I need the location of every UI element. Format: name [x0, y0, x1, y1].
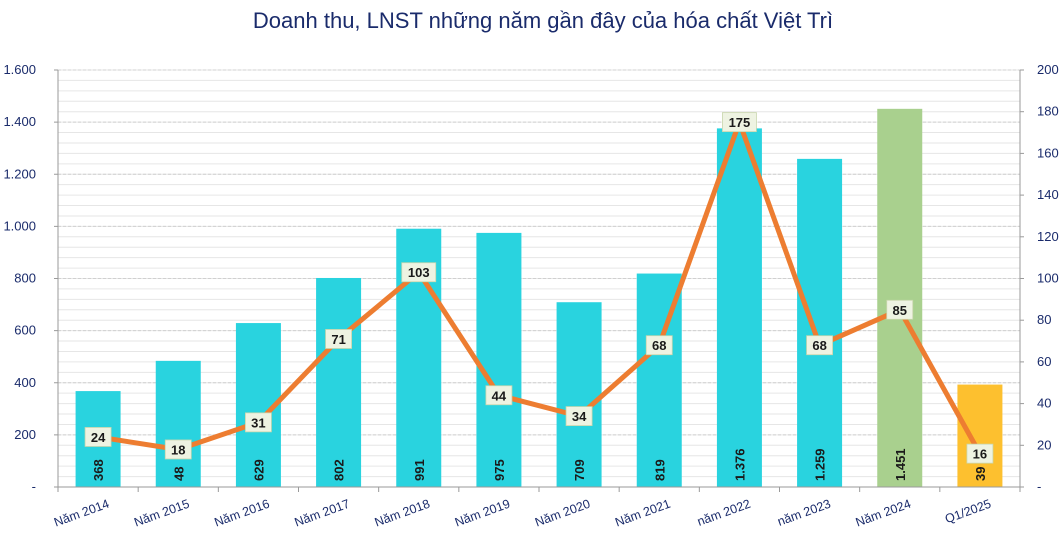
gridlines	[58, 69, 1020, 488]
x-tick-label: Năm 2015	[132, 497, 191, 530]
right-tick-label: 140	[1037, 187, 1059, 202]
left-tick-label: 1.600	[3, 62, 36, 77]
profit-label-text: 68	[812, 338, 826, 353]
left-tick-label: 600	[14, 323, 36, 338]
right-tick-label: 80	[1037, 312, 1051, 327]
profit-label-box	[966, 443, 994, 464]
bar-value-label: 1.259	[813, 448, 828, 481]
profit-value-label: 71	[325, 329, 352, 349]
right-tick-label: -	[1037, 479, 1041, 494]
bar-value-label: 48	[171, 467, 186, 481]
profit-label-text: 44	[492, 388, 507, 403]
bar-value-label: 975	[492, 459, 507, 481]
x-tick-label: Năm 2016	[212, 497, 271, 530]
bar-value-label: 1.451	[893, 448, 908, 481]
profit-label-text: 31	[251, 415, 265, 430]
bar-value-label: 991	[412, 459, 427, 481]
left-tick-label: 200	[14, 427, 36, 442]
revenue-bar	[957, 384, 1003, 487]
x-tick-label: Năm 2017	[293, 497, 352, 530]
left-tick-label: -	[32, 479, 36, 494]
profit-label-box	[401, 262, 437, 283]
bar-value-label: 709	[572, 459, 587, 481]
bar-value-label: 39	[973, 467, 988, 481]
profit-value-label: 68	[645, 335, 673, 356]
x-tick-label: Năm 2019	[453, 497, 512, 530]
profit-label-text: 68	[652, 338, 666, 353]
data-labels: 368 48 629 802 991 975 709 819 1.376 1.259 1.451 39…	[84, 112, 994, 481]
profit-label-text: 24	[91, 430, 106, 445]
right-tick-label: 60	[1037, 354, 1051, 369]
profit-value-label: 18	[164, 439, 192, 460]
bar-value-label: 629	[251, 459, 266, 481]
profit-label-text: 103	[408, 265, 430, 280]
x-tick-label: Năm 2014	[52, 497, 111, 530]
x-tick-label: Năm 2020	[533, 497, 592, 530]
profit-label-box	[886, 299, 914, 320]
revenue-bars	[75, 108, 1003, 488]
right-tick-label: 20	[1037, 437, 1051, 452]
profit-label-text: 18	[171, 442, 185, 457]
profit-label-text: 16	[973, 447, 987, 462]
right-tick-label: 160	[1037, 145, 1059, 160]
profit-label-box	[164, 439, 192, 460]
left-tick-label: 1.400	[3, 114, 36, 129]
revenue-bar	[877, 108, 923, 487]
profit-value-label: 68	[806, 335, 833, 356]
profit-line	[95, 119, 983, 457]
right-tick-label: 40	[1037, 396, 1051, 411]
revenue-bar	[716, 128, 762, 487]
profit-label-text: 34	[572, 409, 587, 424]
bar-value-label: 368	[91, 459, 106, 481]
profit-label-text: 71	[331, 332, 345, 347]
profit-label-box	[645, 335, 673, 356]
profit-label-text: 85	[893, 303, 907, 318]
bar-value-label: 802	[332, 459, 347, 481]
profit-value-label: 85	[886, 299, 914, 320]
right-tick-label: 180	[1037, 104, 1059, 119]
profit-value-label: 44	[485, 385, 513, 406]
bar-value-label: 819	[652, 459, 667, 481]
profit-label-box	[565, 406, 593, 427]
x-tick-label: năm 2022	[695, 497, 752, 529]
revenue-bar	[556, 302, 602, 487]
chart-title: Doanh thu, LNST những năm gần đây của hó…	[253, 8, 833, 33]
profit-label-box	[325, 329, 352, 349]
right-tick-label: 200	[1037, 62, 1059, 77]
profit-value-label: 24	[84, 427, 112, 447]
bar-value-label: 1.376	[732, 448, 747, 481]
left-tick-label: 1.200	[3, 166, 36, 181]
profit-label-box	[485, 385, 513, 406]
revenue-bar	[476, 232, 522, 487]
revenue-bar	[316, 277, 362, 487]
profit-value-label: 16	[966, 443, 994, 464]
profit-label-box	[84, 427, 112, 447]
profit-value-label: 31	[245, 412, 272, 433]
right-tick-label: 100	[1037, 271, 1059, 286]
profit-label-box	[722, 112, 757, 133]
profit-value-label: 175	[722, 112, 757, 133]
left-tick-label: 800	[14, 271, 36, 286]
profit-value-label: 34	[565, 406, 593, 427]
profit-label-text: 175	[729, 115, 751, 130]
x-tick-label: Q1/2025	[943, 497, 993, 527]
profit-label-box	[245, 412, 272, 433]
profit-label-box	[806, 335, 833, 356]
right-tick-label: 120	[1037, 229, 1059, 244]
x-tick-label: năm 2023	[776, 497, 833, 529]
profit-value-label: 103	[401, 262, 437, 283]
left-tick-label: 1.000	[3, 218, 36, 233]
revenue-bar	[797, 158, 843, 488]
x-tick-label: Năm 2024	[854, 497, 913, 530]
revenue-bar	[155, 360, 201, 487]
x-tick-label: Năm 2021	[613, 497, 672, 530]
x-tick-label: Năm 2018	[373, 497, 432, 530]
left-tick-label: 400	[14, 375, 36, 390]
